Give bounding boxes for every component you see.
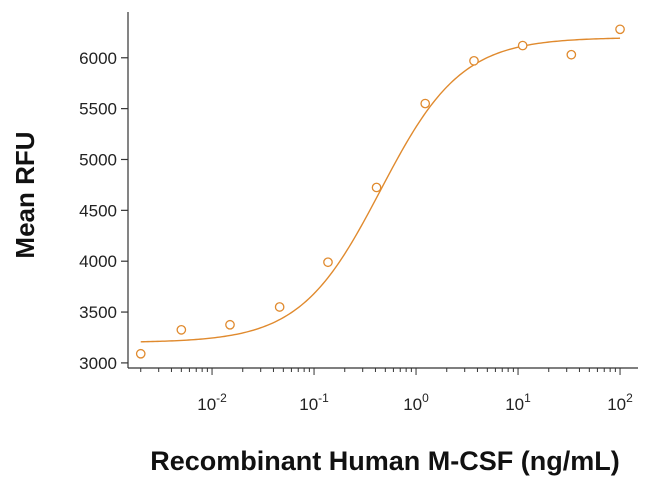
x-tick-label: 102 bbox=[607, 391, 633, 414]
data-point bbox=[420, 98, 431, 109]
data-point bbox=[135, 348, 146, 359]
data-point bbox=[176, 325, 187, 335]
data-point bbox=[517, 40, 528, 51]
data-point bbox=[371, 182, 382, 193]
x-axis: 10-2 10-1 100 101 102 bbox=[128, 367, 638, 414]
fit-curve bbox=[140, 37, 621, 343]
y-tick-label: 5000 bbox=[79, 150, 117, 169]
y-ticks: 3000 3500 4000 4500 5000 5500 6000 bbox=[79, 49, 128, 373]
x-tick-label: 10-1 bbox=[299, 391, 329, 414]
data-point bbox=[469, 55, 479, 66]
x-ticks: 10-2 10-1 100 101 102 bbox=[140, 368, 633, 414]
y-tick-label: 4000 bbox=[79, 252, 117, 271]
y-tick-label: 3500 bbox=[79, 303, 117, 322]
x-axis-title: Recombinant Human M-CSF (ng/mL) bbox=[150, 446, 619, 476]
data-point bbox=[323, 257, 333, 268]
y-tick-label: 3000 bbox=[79, 354, 117, 373]
data-points bbox=[135, 24, 625, 359]
data-point bbox=[566, 49, 577, 60]
x-tick-label: 101 bbox=[505, 391, 531, 414]
y-tick-label: 5500 bbox=[79, 100, 117, 119]
data-point bbox=[615, 24, 625, 35]
data-point bbox=[225, 319, 235, 330]
x-tick-label: 10-2 bbox=[197, 391, 227, 414]
y-tick-label: 6000 bbox=[79, 49, 117, 68]
y-axis: 3000 3500 4000 4500 5000 5500 6000 bbox=[79, 12, 129, 373]
y-tick-label: 4500 bbox=[79, 201, 117, 220]
y-axis-title: Mean RFU bbox=[10, 131, 40, 258]
data-point bbox=[274, 302, 285, 312]
x-tick-label: 100 bbox=[403, 391, 429, 414]
